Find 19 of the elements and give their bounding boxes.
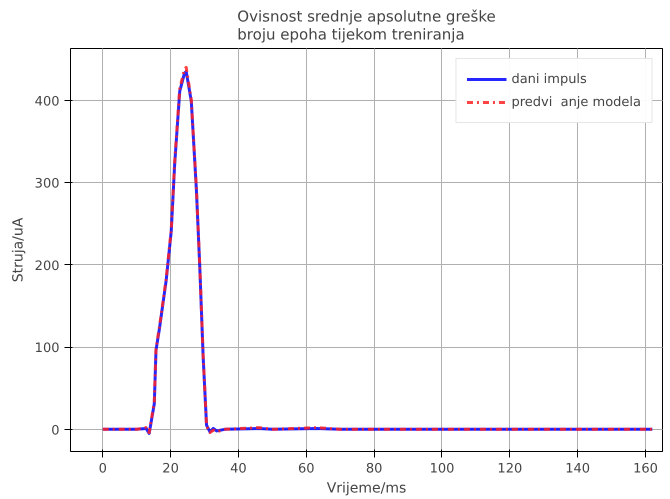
y-tick-label: 100 (34, 341, 60, 356)
legend-label: predvi anje modela (511, 94, 641, 110)
y-tick-label: 300 (34, 176, 60, 192)
x-tick-label: 20 (162, 462, 179, 476)
x-tick-label: 80 (366, 462, 382, 476)
legend-label: dani impuls (511, 72, 587, 86)
chart-title: Ovisnost srednje apsolutne greške broju epoha tijekom treniranja (237, 8, 496, 44)
y-tick-label: 0 (51, 423, 60, 438)
y-axis-title: Struja/uA (10, 217, 27, 282)
x-axis-title: Vrijeme/ms (326, 480, 406, 496)
x-tick-label: 160 (633, 462, 658, 476)
y-tick-label: 200 (34, 258, 60, 274)
x-tick-label: 100 (430, 462, 454, 476)
y-tick-label: 400 (34, 94, 60, 110)
x-tick-label: 140 (565, 462, 590, 476)
x-tick-label: 40 (230, 462, 247, 476)
x-tick-label: 60 (298, 462, 315, 476)
x-tick-label: 120 (497, 462, 522, 476)
x-tick-label: 0 (98, 462, 107, 476)
